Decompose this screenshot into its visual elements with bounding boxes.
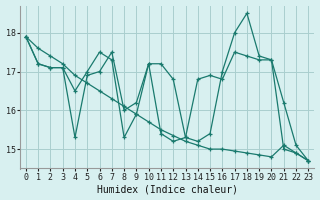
X-axis label: Humidex (Indice chaleur): Humidex (Indice chaleur) [97,184,237,194]
